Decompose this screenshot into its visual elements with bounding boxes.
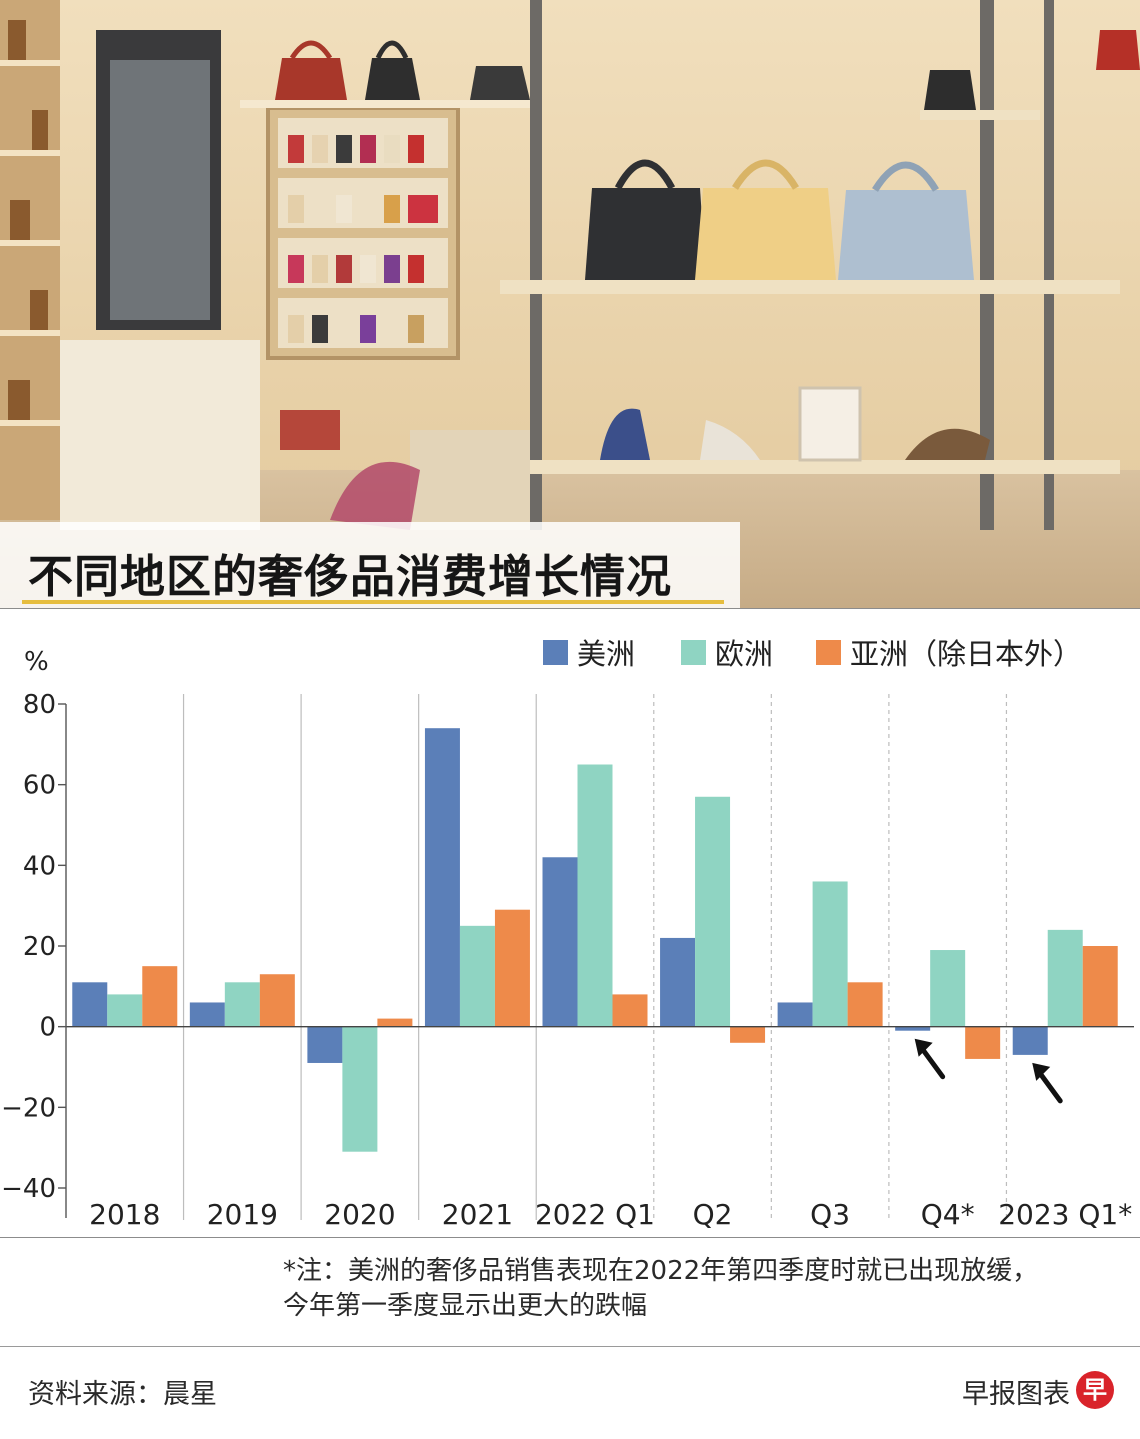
legend-label: 亚洲（除日本外） (850, 637, 1082, 671)
y-tick-label: −40 (1, 1174, 56, 1204)
y-axis: 80 60 40 20 0 −20 −40% (1, 647, 1134, 1218)
legend: 美洲 欧洲 亚洲（除日本外） (543, 637, 1082, 671)
category-labels: 2018 2019 2020 2021 2022 Q1 Q2 Q3 Q4* 2023 Q1* (89, 1198, 1132, 1231)
legend-swatch (816, 640, 841, 665)
category-label: 2022 Q1 (535, 1198, 655, 1231)
bar (660, 937, 696, 1027)
y-tick-label: 60 (23, 771, 56, 801)
footer-divider (0, 1346, 1140, 1347)
bar (224, 982, 260, 1027)
footnote-line-2: 今年第一季度显示出更大的跌幅 (283, 1291, 648, 1321)
legend-swatch (681, 640, 706, 665)
annotation-arrows (914, 1038, 1063, 1104)
bar (424, 728, 460, 1027)
bar (107, 994, 143, 1027)
title-underline (22, 600, 724, 604)
brand-label: 早报图表 (962, 1379, 1070, 1410)
bar (895, 1026, 931, 1031)
legend-label: 欧洲 (715, 637, 773, 671)
y-tick-label: −20 (1, 1093, 56, 1123)
bar (542, 857, 578, 1027)
category-label: 2023 Q1* (998, 1198, 1132, 1231)
category-label: 2018 (89, 1198, 160, 1231)
bar (1082, 946, 1118, 1027)
category-label: Q4* (921, 1198, 975, 1231)
store-illustration (0, 0, 1140, 608)
bar (72, 982, 108, 1027)
category-label: Q2 (693, 1198, 733, 1231)
source-credit: 资料来源：晨星 (28, 1379, 217, 1410)
footnote-line-1: *注：美洲的奢侈品销售表现在2022年第四季度时就已出现放缓， (283, 1256, 1039, 1286)
legend-swatch (543, 640, 568, 665)
footnote: *注：美洲的奢侈品销售表现在2022年第四季度时就已出现放缓， 今年第一季度显示… (283, 1254, 1138, 1324)
bar (1012, 1026, 1048, 1055)
category-label: 2021 (442, 1198, 513, 1231)
bar (259, 974, 295, 1027)
bar (965, 1026, 1001, 1059)
bar (847, 982, 883, 1027)
bar (577, 764, 613, 1027)
category-label: 2019 (207, 1198, 278, 1231)
bar (730, 1026, 766, 1043)
y-tick-label: 40 (23, 851, 56, 881)
bar (812, 881, 848, 1027)
bar (459, 925, 495, 1027)
bar (777, 1002, 813, 1027)
bar (142, 966, 178, 1027)
y-axis-unit: % (24, 647, 49, 677)
bar (930, 950, 966, 1027)
bar (1047, 929, 1083, 1027)
bar (342, 1026, 378, 1152)
arrow-icon (914, 1038, 946, 1080)
legend-label: 美洲 (577, 637, 635, 671)
category-label: 2020 (324, 1198, 395, 1231)
bar (612, 994, 648, 1027)
y-tick-label: 0 (39, 1013, 56, 1043)
bar (494, 909, 530, 1027)
arrow-icon (1032, 1062, 1063, 1104)
hero-photo (0, 0, 1140, 608)
y-tick-label: 80 (23, 690, 56, 720)
bar (307, 1026, 343, 1063)
category-separators (182, 694, 1008, 1220)
bar (695, 796, 731, 1027)
bar (377, 1018, 413, 1027)
chart-title: 不同地区的奢侈品消费增长情况 (28, 550, 673, 603)
bar (189, 1002, 225, 1027)
brand-logo-icon: 早 (1076, 1371, 1114, 1409)
title-band (0, 522, 740, 608)
bars (72, 728, 1118, 1152)
category-label: Q3 (810, 1198, 850, 1231)
y-tick-label: 20 (23, 932, 56, 962)
